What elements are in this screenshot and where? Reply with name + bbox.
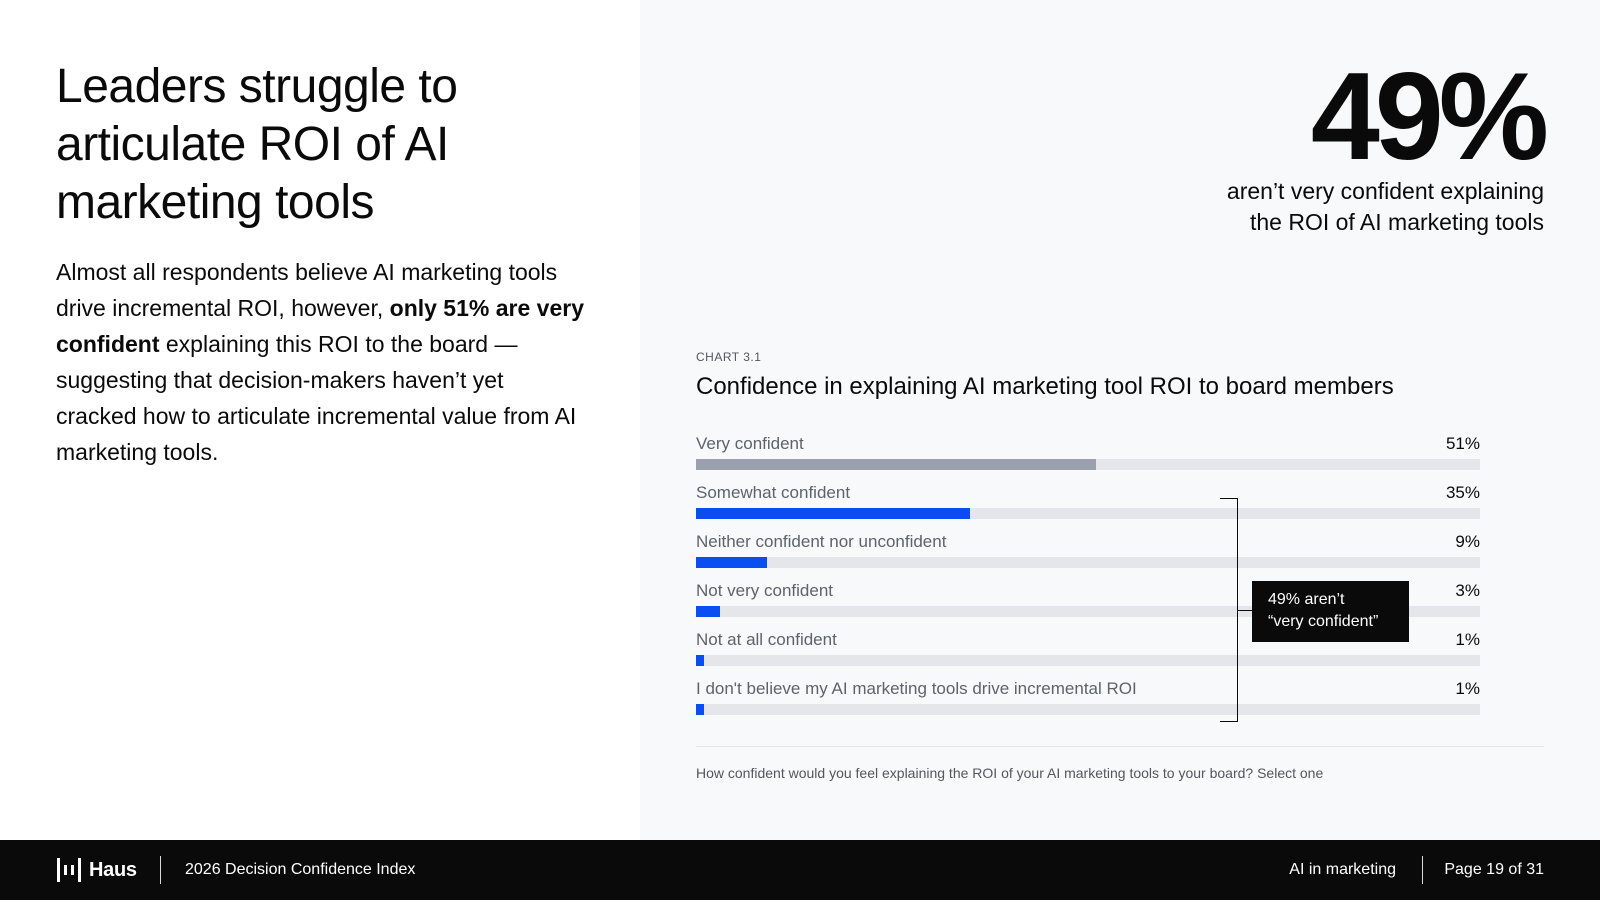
bar-track [696,508,1480,519]
annotation-callout: 49% aren’t “very confident” [1252,581,1409,642]
body-text-bold: only 51% are very confident [56,295,584,357]
key-stat-caption-line-1: aren’t very confident explaining [1226,178,1544,204]
bar-value-label: 3% [1455,581,1480,600]
right-panel [640,0,1600,840]
footer-section: AI in marketing [1289,861,1396,878]
bar-label: Neither confident nor unconfident [696,532,947,551]
bar-row: I don't believe my AI marketing tools dr… [696,675,1480,723]
bar-track [696,459,1480,470]
page-title: Leaders struggle to articulate ROI of AI… [56,60,458,229]
bar-chart: Very confident 51% Somewhat confident 35% Ne… [696,430,1480,730]
body-copy: Almost all respondents believe AI market… [56,254,586,470]
left-panel: Leaders struggle to articulate ROI of AI… [0,0,640,840]
bar-value-label: 1% [1455,679,1480,698]
bar-value-label: 1% [1455,630,1480,649]
bar-row: Neither confident nor unconfident 9% [696,528,1480,576]
key-stat-value: 49% [1310,48,1549,186]
body-text-1: Almost all respondents believe AI market… [56,259,558,321]
footer: Haus 2026 Decision Confidence Index AI i… [0,840,1600,900]
brand-logo: Haus [56,857,137,883]
haus-logo-icon [57,858,81,882]
chart-title: Confidence in explaining AI marketing to… [696,373,1394,400]
annotation-line-1: 49% aren’t [1268,591,1345,608]
footer-page-number: Page 19 of 31 [1444,861,1544,878]
bar [696,557,767,568]
bar-track [696,557,1480,568]
bar-value-label: 51% [1445,434,1480,453]
chart-divider [696,746,1544,747]
bar-row: Not at all confident 1% [696,626,1480,674]
bar-row: Very confident 51% [696,430,1480,478]
bar-track [696,655,1480,666]
bar-label: I don't believe my AI marketing tools dr… [696,679,1137,698]
brand-name: Haus [89,858,137,881]
key-stat-caption-line-2: the ROI of AI marketing tools [1249,209,1544,235]
bar-row: Somewhat confident 35% [696,479,1480,527]
bar [696,704,704,715]
bar-label: Somewhat confident [696,483,851,502]
bar-label: Not very confident [696,581,834,600]
bar-value-label: 9% [1455,532,1480,551]
footer-separator [1422,856,1423,884]
bar-label: Very confident [696,434,804,453]
footer-report-title: 2026 Decision Confidence Index [185,861,416,878]
bar-track [696,704,1480,715]
annotation-bracket [1220,498,1238,722]
bar [696,606,720,617]
annotation-line-2: “very confident” [1268,613,1379,630]
bar-track [696,606,1480,617]
annotation-connector [1238,610,1252,611]
chart-footnote: How confident would you feel explaining … [696,765,1324,781]
body-text-2: explaining this ROI to the board — sugge… [56,331,577,465]
footer-separator [160,856,161,884]
bar-value-label: 35% [1445,483,1480,502]
bar [696,459,1096,470]
bar-row: Not very confident 3% [696,577,1480,625]
key-stat-caption: aren’t very confident explaining the ROI… [1144,176,1544,238]
bar [696,655,704,666]
bar-label: Not at all confident [696,630,837,649]
chart-kicker: CHART 3.1 [696,350,762,364]
bar [696,508,971,519]
